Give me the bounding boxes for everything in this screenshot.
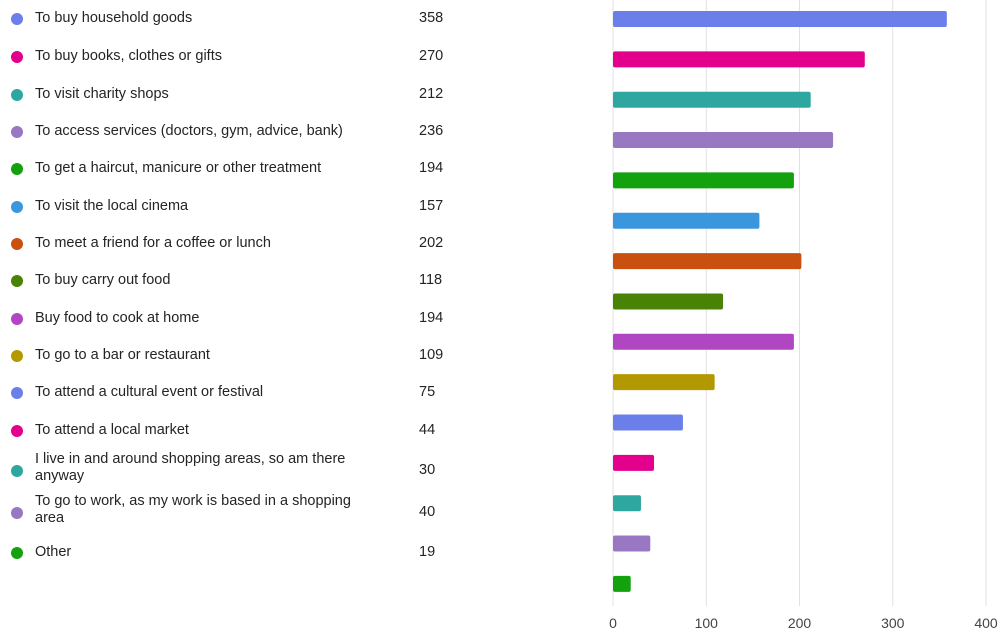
- legend-dot-icon: [11, 507, 23, 519]
- x-tick-label: 200: [788, 615, 812, 631]
- legend-item[interactable]: To visit the local cinema 157: [0, 198, 470, 216]
- legend-item[interactable]: Other 19: [0, 544, 470, 562]
- legend-item[interactable]: To go to work, as my work is based in a …: [0, 493, 470, 526]
- bar[interactable]: [613, 333, 794, 350]
- legend-dot-icon: [11, 201, 23, 213]
- legend-dot-icon: [11, 350, 23, 362]
- legend-value: 75: [419, 384, 436, 400]
- legend-label: To buy carry out food: [35, 272, 171, 288]
- legend-value: 44: [419, 422, 436, 438]
- x-tick-label: 400: [974, 615, 998, 631]
- legend-item[interactable]: To buy household goods 358: [0, 10, 470, 28]
- legend-label: I live in and around shopping areas, so …: [35, 451, 346, 484]
- bar[interactable]: [613, 414, 683, 431]
- legend-label: To get a haircut, manicure or other trea…: [35, 160, 322, 176]
- legend-label: Other: [35, 544, 72, 560]
- x-tick-label: 100: [695, 615, 719, 631]
- x-tick-label: 300: [881, 615, 905, 631]
- legend-label: To buy household goods: [35, 10, 193, 26]
- legend-dot-icon: [11, 51, 23, 63]
- bar[interactable]: [613, 51, 865, 68]
- bar[interactable]: [613, 454, 655, 471]
- legend-item[interactable]: To buy carry out food 118: [0, 272, 470, 290]
- legend-value: 118: [419, 272, 443, 288]
- legend-dot-icon: [11, 465, 23, 477]
- legend-label: To meet a friend for a coffee or lunch: [35, 235, 271, 251]
- bar[interactable]: [613, 132, 834, 149]
- legend-value: 236: [419, 123, 444, 139]
- legend-value: 157: [419, 198, 444, 214]
- legend-item[interactable]: To visit charity shops 212: [0, 86, 470, 104]
- bar[interactable]: [613, 293, 724, 310]
- legend-label: To attend a cultural event or festival: [35, 384, 264, 400]
- legend-value: 270: [419, 48, 444, 64]
- legend-value: 194: [419, 160, 444, 176]
- legend-label: To attend a local market: [35, 422, 189, 438]
- legend-dot-icon: [11, 13, 23, 25]
- legend-dot-icon: [11, 313, 23, 325]
- legend-label: To go to a bar or restaurant: [35, 347, 210, 363]
- legend-item[interactable]: To meet a friend for a coffee or lunch 20…: [0, 235, 470, 253]
- bar[interactable]: [613, 91, 811, 108]
- bar[interactable]: [613, 575, 631, 592]
- legend-label: To buy books, clothes or gifts: [35, 48, 222, 64]
- legend-item[interactable]: To get a haircut, manicure or other trea…: [0, 160, 470, 178]
- legend-value: 30: [419, 462, 436, 478]
- legend-value: 358: [419, 10, 444, 26]
- legend-value: 19: [419, 544, 436, 560]
- legend-value: 40: [419, 504, 436, 520]
- legend-item[interactable]: To attend a local market 44: [0, 422, 470, 440]
- bar[interactable]: [613, 212, 760, 229]
- legend-item[interactable]: I live in and around shopping areas, so …: [0, 451, 470, 484]
- legend-value: 202: [419, 235, 444, 251]
- legend-dot-icon: [11, 547, 23, 559]
- bar[interactable]: [613, 535, 651, 552]
- legend-label: To visit the local cinema: [35, 198, 189, 214]
- legend-label: To visit charity shops: [35, 86, 169, 102]
- bar[interactable]: [613, 253, 802, 270]
- legend-dot-icon: [11, 163, 23, 175]
- legend-value: 212: [419, 86, 444, 102]
- legend-label: Buy food to cook at home: [35, 310, 200, 326]
- bar[interactable]: [613, 172, 794, 189]
- legend-label: To go to work, as my work is based in a …: [35, 493, 351, 526]
- x-tick-label: 0: [609, 615, 617, 631]
- legend-dot-icon: [11, 89, 23, 101]
- legend-value: 194: [419, 310, 444, 326]
- bar[interactable]: [613, 11, 947, 27]
- legend-item[interactable]: To buy books, clothes or gifts 270: [0, 48, 470, 66]
- bar[interactable]: [613, 495, 641, 512]
- legend-item[interactable]: To attend a cultural event or festival 75: [0, 384, 470, 402]
- legend-dot-icon: [11, 387, 23, 399]
- legend-dot-icon: [11, 126, 23, 138]
- legend-dot-icon: [11, 425, 23, 437]
- bar[interactable]: [613, 374, 715, 391]
- legend-value: 109: [419, 347, 444, 363]
- legend: To buy household goods 358 To buy books, c…: [0, 0, 470, 637]
- legend-item[interactable]: Buy food to cook at home 194: [0, 310, 470, 328]
- legend-item[interactable]: To go to a bar or restaurant 109: [0, 347, 470, 365]
- legend-dot-icon: [11, 238, 23, 250]
- legend-dot-icon: [11, 275, 23, 287]
- legend-label: To access services (doctors, gym, advice…: [35, 123, 343, 139]
- legend-item[interactable]: To access services (doctors, gym, advice…: [0, 123, 470, 141]
